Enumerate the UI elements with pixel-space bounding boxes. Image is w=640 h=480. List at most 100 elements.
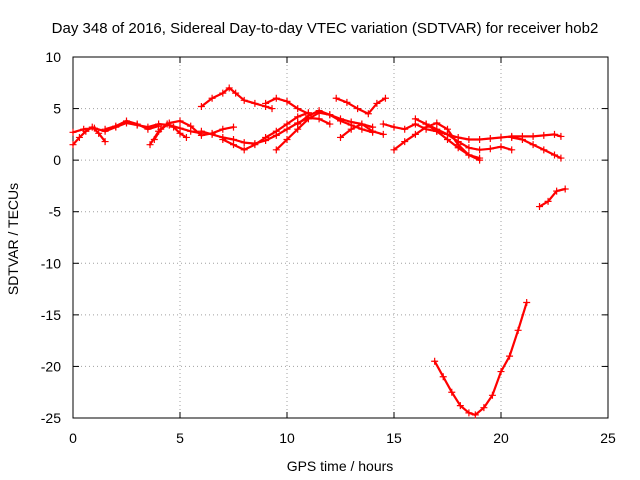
series-sat-m	[337, 120, 387, 141]
data-point	[471, 411, 479, 419]
data-point	[508, 133, 516, 141]
data-point	[553, 187, 561, 195]
data-point	[497, 143, 505, 151]
data-point	[101, 125, 109, 133]
data-point	[422, 120, 430, 128]
data-point	[283, 97, 291, 105]
data-point	[373, 99, 381, 107]
series-sat-e	[150, 120, 190, 144]
data-point	[480, 404, 488, 412]
series-sat-k	[294, 107, 377, 136]
x-tick-label: 0	[69, 430, 77, 446]
data-point	[69, 128, 77, 136]
data-point	[536, 203, 544, 211]
data-point	[518, 136, 526, 144]
data-point	[465, 136, 473, 144]
data-point	[332, 94, 340, 102]
y-tick-label: -20	[41, 358, 61, 374]
data-point	[401, 125, 409, 133]
data-point	[294, 113, 302, 121]
data-point	[431, 357, 439, 365]
data-point	[381, 94, 389, 102]
series-sat-r	[508, 133, 565, 162]
data-point	[272, 127, 280, 135]
data-point	[337, 117, 344, 125]
x-tick-label: 25	[600, 430, 616, 446]
data-point	[529, 132, 537, 140]
data-point	[251, 141, 259, 149]
series-sat-f	[197, 84, 276, 113]
data-point	[123, 117, 130, 125]
series-sat-s	[536, 185, 569, 211]
data-point	[182, 133, 190, 141]
data-point	[230, 123, 237, 131]
series-sat-l	[332, 94, 389, 118]
data-point	[358, 120, 366, 128]
data-point	[75, 133, 83, 141]
x-tick-label: 5	[176, 430, 184, 446]
data-point	[557, 132, 565, 140]
data-point	[268, 105, 276, 113]
data-point	[529, 141, 537, 149]
data-point	[272, 94, 280, 102]
y-tick-label: -15	[41, 307, 61, 323]
data-point	[551, 130, 558, 138]
data-point	[88, 123, 96, 131]
data-point	[95, 129, 103, 137]
data-point	[326, 120, 334, 128]
data-point	[465, 151, 473, 159]
data-point	[364, 110, 372, 118]
data-point	[144, 125, 152, 133]
data-point	[101, 138, 109, 146]
data-point	[337, 133, 344, 141]
series-line	[538, 187, 567, 208]
data-point	[240, 146, 248, 154]
x-tick-label: 20	[493, 430, 509, 446]
series-line	[153, 122, 188, 141]
data-point	[444, 130, 451, 138]
data-point	[390, 123, 398, 131]
data-point	[433, 119, 441, 127]
data-point	[497, 133, 505, 141]
series-sat-j	[272, 109, 377, 154]
data-point	[133, 120, 141, 128]
series-sat-q	[422, 120, 516, 154]
data-point	[219, 125, 227, 133]
data-point	[465, 409, 473, 417]
data-point	[544, 197, 552, 205]
data-point	[411, 130, 419, 138]
data-point	[294, 105, 302, 113]
data-point	[369, 127, 377, 135]
x-tick-label: 15	[386, 430, 402, 446]
data-point	[508, 146, 516, 154]
series-line	[335, 97, 387, 115]
data-point	[240, 139, 248, 147]
data-point	[486, 134, 494, 142]
data-point	[476, 136, 484, 144]
data-point	[208, 94, 216, 102]
data-point	[283, 120, 291, 128]
data-point	[523, 298, 531, 306]
data-point	[283, 136, 291, 144]
data-point	[315, 115, 323, 123]
data-point	[187, 122, 195, 130]
data-point	[411, 115, 419, 123]
data-point	[69, 141, 77, 149]
data-point	[112, 122, 120, 130]
data-point	[433, 125, 441, 133]
data-point	[315, 107, 323, 115]
chart-title: Day 348 of 2016, Sidereal Day-to-day VTE…	[52, 20, 599, 37]
data-point	[251, 99, 259, 107]
data-point	[379, 120, 387, 128]
data-point	[208, 130, 216, 138]
data-point	[514, 326, 522, 334]
series-sat-t	[431, 298, 531, 419]
data-point	[163, 120, 171, 128]
data-point	[150, 136, 158, 144]
data-point	[176, 129, 184, 137]
y-tick-label: 0	[53, 152, 61, 168]
y-tick-label: -25	[41, 410, 61, 426]
data-point	[448, 388, 456, 396]
series-line	[433, 301, 528, 416]
